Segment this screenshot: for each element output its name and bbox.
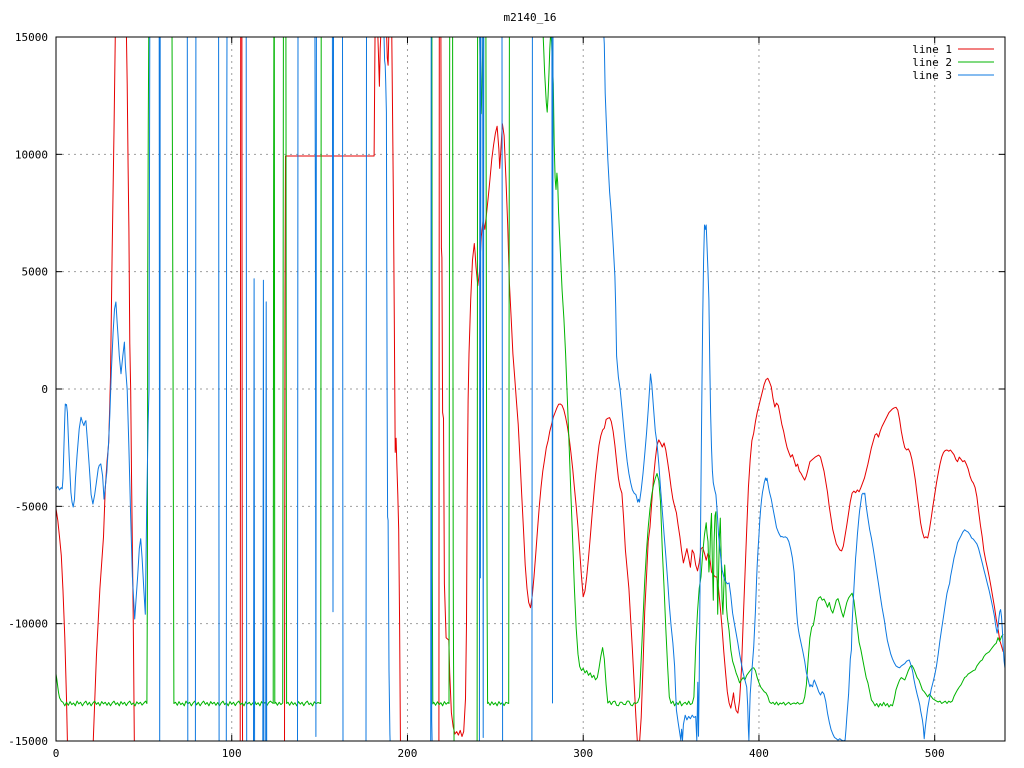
y-tick-label: -15000 (8, 735, 48, 748)
grid (56, 37, 1005, 741)
y-tick-label: 10000 (15, 148, 48, 161)
series-line-2 (56, 37, 1004, 741)
x-tick-label: 0 (53, 747, 60, 760)
x-tick-label: 400 (749, 747, 769, 760)
series-line-1 (56, 37, 1004, 741)
y-tick-label: 0 (41, 383, 48, 396)
plot-frame (55, 36, 1006, 742)
x-tick-label: 300 (573, 747, 593, 760)
legend-label-line-1: line 1 (912, 43, 952, 56)
y-tick-label: -5000 (15, 500, 48, 513)
legend-label-line-2: line 2 (912, 56, 952, 69)
series-line-3 (56, 37, 1005, 741)
y-tick-label: 15000 (15, 31, 48, 44)
x-tick-label: 500 (925, 747, 945, 760)
plot-series (56, 37, 1005, 741)
x-tick-label: 100 (222, 747, 242, 760)
chart-title: m2140_16 (504, 11, 557, 24)
legend-label-line-3: line 3 (912, 69, 952, 82)
y-tick-label: -10000 (8, 618, 48, 631)
axis-labels: -15000 -10000 -5000 0 5000 10000 15000 0 100 200 3… (8, 31, 944, 760)
y-tick-label: 5000 (22, 266, 49, 279)
x-tick-label: 200 (398, 747, 418, 760)
